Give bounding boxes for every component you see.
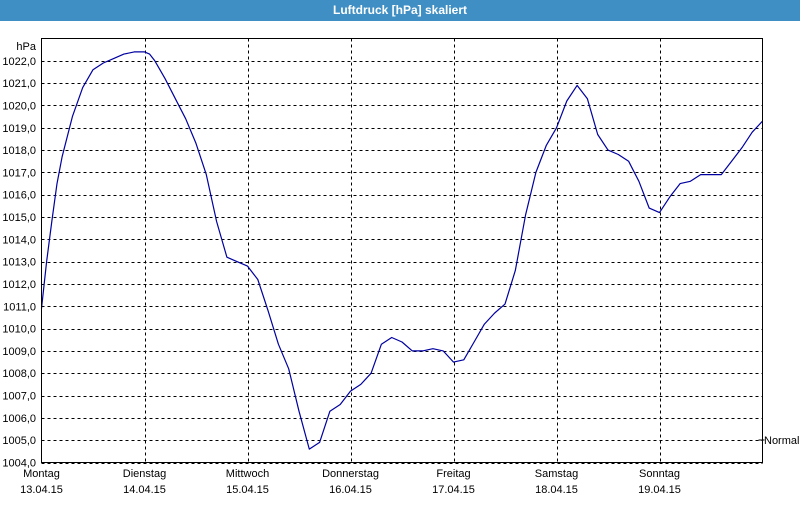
y-tick-label: 1005,0 — [2, 435, 36, 447]
x-tick-day-label: Sonntag — [639, 468, 680, 480]
y-tick-label: 1013,0 — [2, 257, 36, 269]
y-tick-label: 1018,0 — [2, 145, 36, 157]
y-tick-label: 1004,0 — [2, 458, 36, 470]
y-tick-label: 1021,0 — [2, 78, 36, 90]
x-tick-day-label: Donnerstag — [322, 468, 379, 480]
chart-container: 1004,0 1005,0 1006,0 1007,0 1008,0 1009,0 1010… — [0, 21, 800, 500]
normal-annotation: Normal — [764, 435, 799, 447]
x-tick-date-label: 15.04.15 — [226, 484, 269, 496]
chart-grid — [41, 38, 763, 464]
y-tick-label: 1022,0 — [2, 56, 36, 68]
x-tick-day-label: Montag — [23, 468, 60, 480]
x-tick-date-label: 16.04.15 — [329, 484, 372, 496]
y-tick-label: 1008,0 — [2, 368, 36, 380]
y-tick-label: 1007,0 — [2, 391, 36, 403]
y-tick-label: 1016,0 — [2, 190, 36, 202]
y-tick-label: 1009,0 — [2, 346, 36, 358]
y-tick-label: 1015,0 — [2, 212, 36, 224]
x-tick-date-label: 19.04.15 — [638, 484, 681, 496]
x-tick-day-label: Dienstag — [123, 468, 166, 480]
y-axis: 1004,0 1005,0 1006,0 1007,0 1008,0 1009,0 1010… — [2, 56, 36, 470]
y-tick-label: 1011,0 — [3, 301, 36, 313]
x-tick-date-label: 14.04.15 — [123, 484, 166, 496]
x-tick-day-label: Samstag — [535, 468, 578, 480]
y-tick-label: 1010,0 — [2, 324, 36, 336]
x-tick-date-label: 17.04.15 — [432, 484, 475, 496]
y-tick-label: 1014,0 — [2, 234, 36, 246]
x-tick-date-label: 18.04.15 — [535, 484, 578, 496]
x-tick-date-label: 13.04.15 — [20, 484, 63, 496]
pressure-series-line — [40, 51, 763, 450]
x-tick-day-label: Freitag — [436, 468, 470, 480]
y-tick-label: 1012,0 — [2, 279, 36, 291]
pressure-chart: 1004,0 1005,0 1006,0 1007,0 1008,0 1009,0 1010… — [0, 21, 800, 500]
y-tick-label: 1017,0 — [2, 167, 36, 179]
y-axis-unit-label: hPa — [16, 41, 36, 53]
x-axis: Montag 13.04.15 Dienstag 14.04.15 Mittwoch 15… — [20, 468, 681, 496]
y-tick-label: 1006,0 — [2, 413, 36, 425]
series-layer — [40, 51, 765, 450]
y-tick-label: 1019,0 — [2, 123, 36, 135]
plot-frame — [41, 38, 763, 463]
window-title: Luftdruck [hPa] skaliert — [0, 0, 800, 21]
y-tick-label: 1020,0 — [2, 100, 36, 112]
x-tick-day-label: Mittwoch — [226, 468, 269, 480]
